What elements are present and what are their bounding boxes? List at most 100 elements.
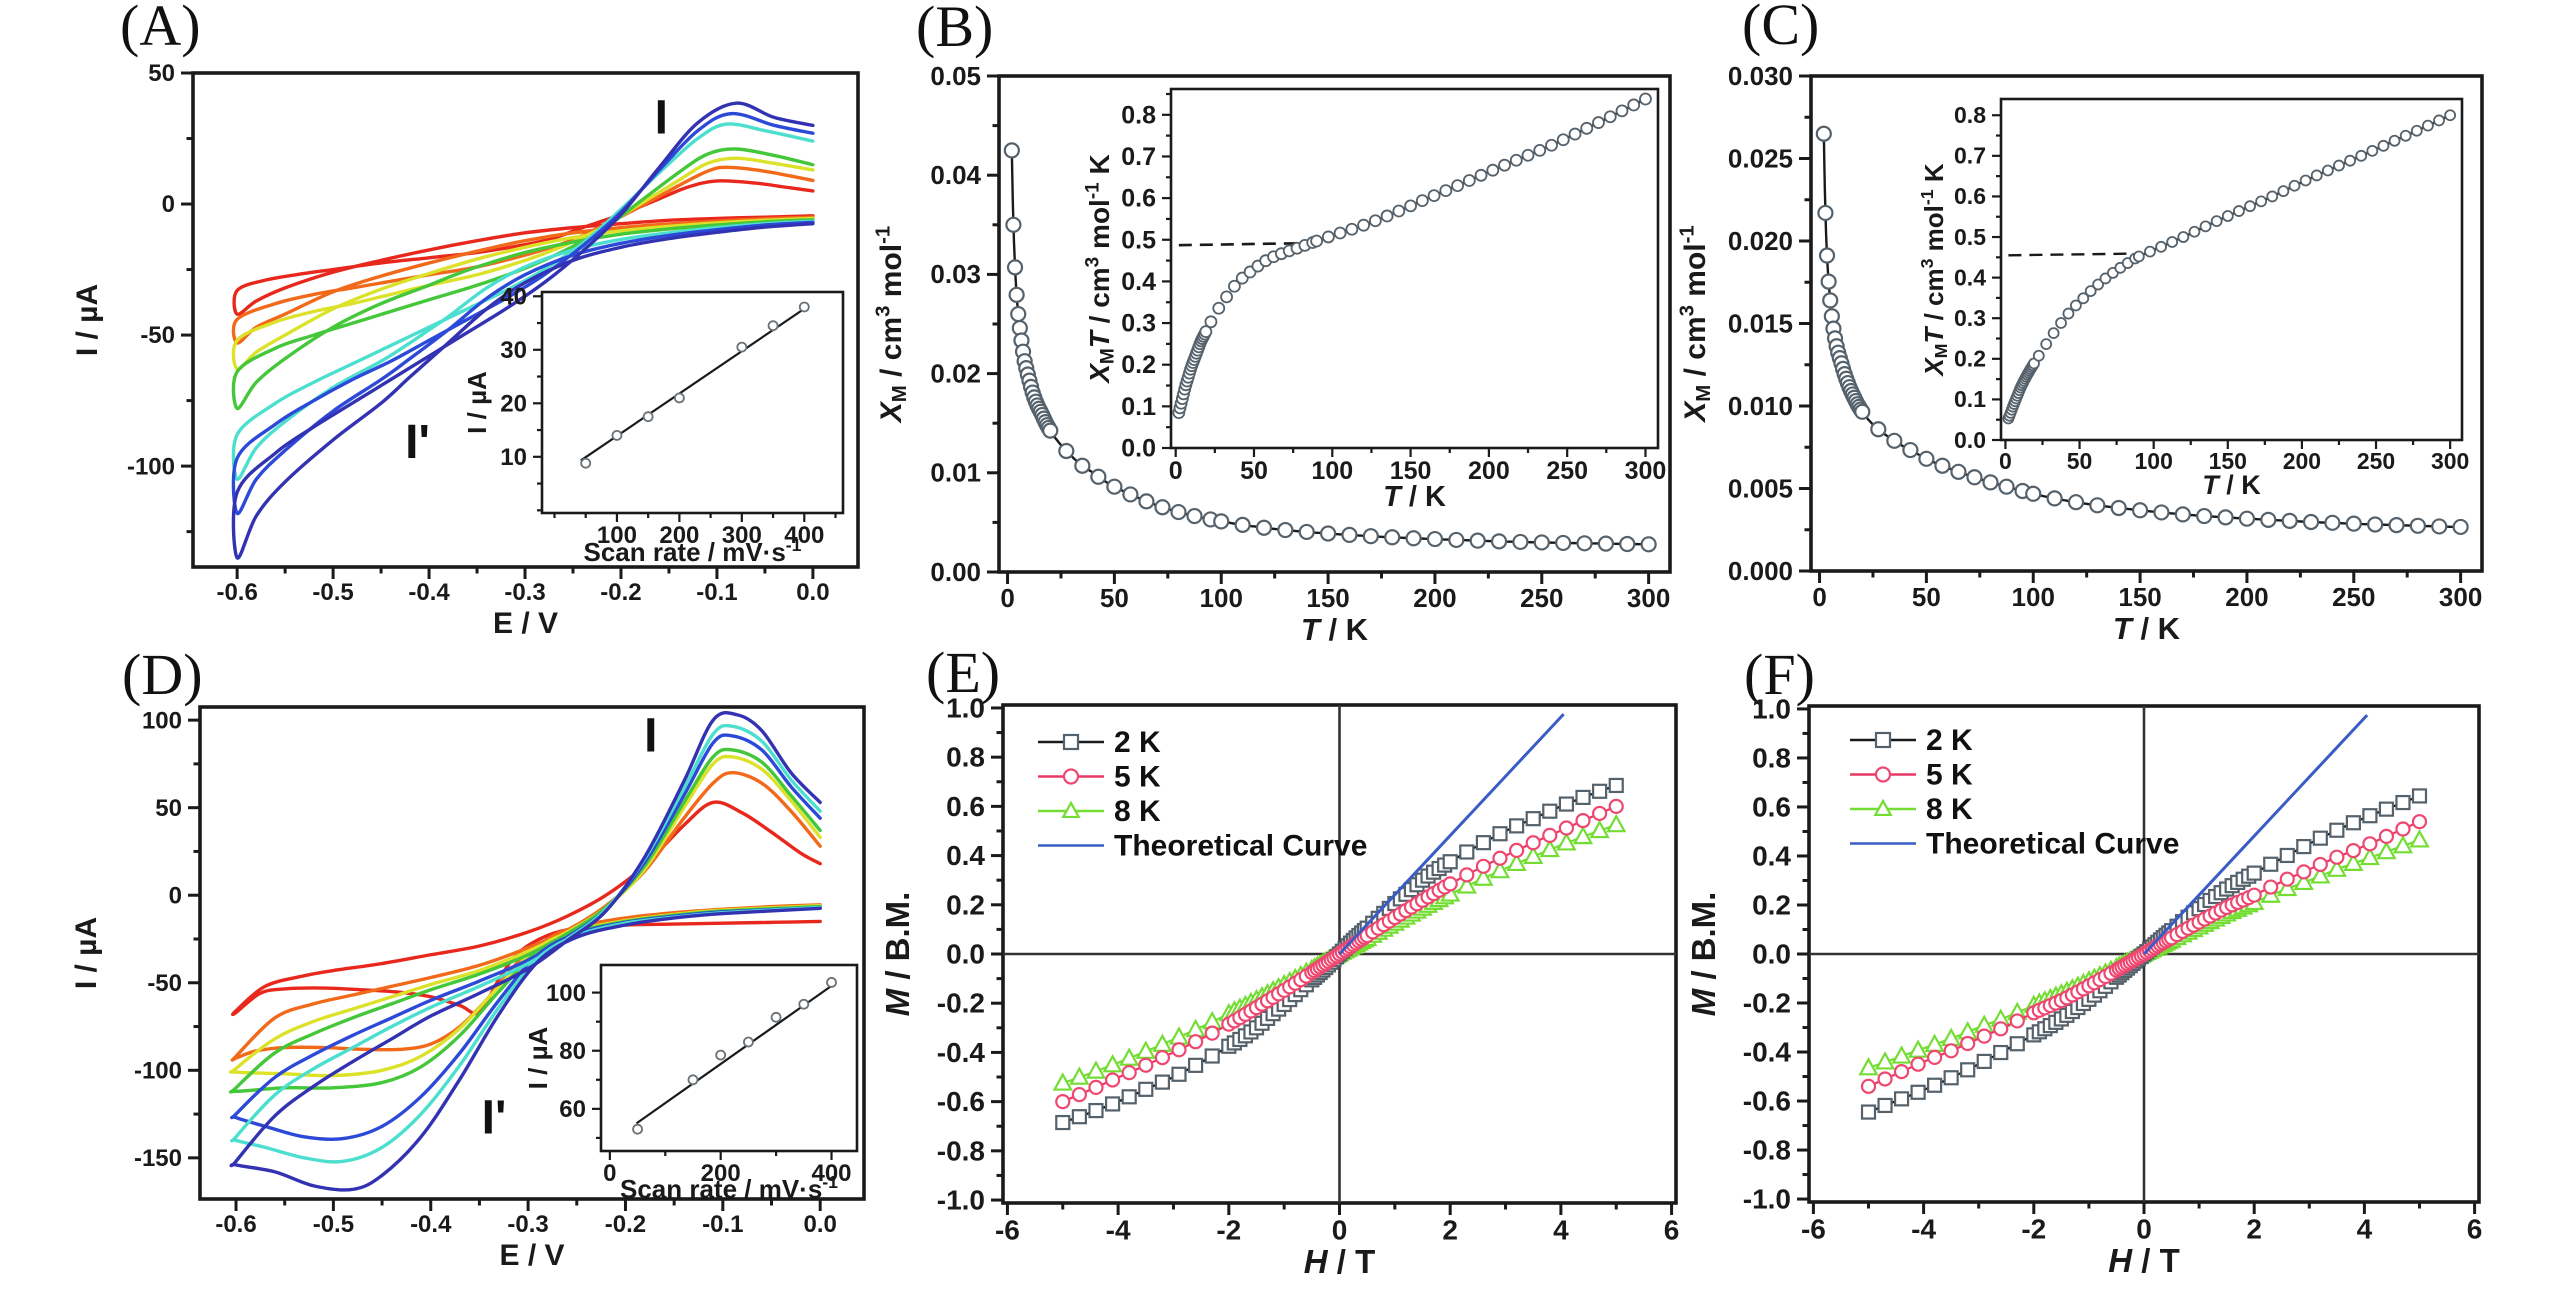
data-marker-square [1542,803,1558,819]
panel-c: (C) 0 50 100 150 200 250 300 0.000 0.005 0.010 0.01… [1677,0,2567,657]
data-marker-triangle [1473,867,1494,886]
y-tick-label: 0.5 [1954,224,1986,250]
data-marker-triangle [1523,845,1544,865]
data-marker-circle [2422,119,2434,132]
data-marker-circle [2362,836,2378,852]
data-marker-circle [1234,516,1251,533]
data-marker-circle [1474,168,1488,182]
data-marker-circle [1071,1086,1087,1103]
y-tick-label: -1.0 [937,1185,985,1216]
data-marker-triangle [1152,1033,1173,1052]
data-marker-circle [1368,214,1382,228]
data-marker-circle [1870,421,1887,438]
data-marker-circle [687,1074,699,1086]
inset-plot-border [540,290,845,515]
panel-c-canvas: (C)0 50 100 150 200 250 3000.0000.0050.0100.01… [1677,0,2484,646]
data-marker-circle [2310,169,2323,182]
y-tick-label: 10 [500,444,527,471]
x-tick-label: 400 [811,1160,851,1187]
data-marker-circle [2344,154,2356,167]
y-tick-label: 0.4 [1954,264,1986,290]
panel-f-series [1858,714,2430,1120]
data-marker-circle [1138,493,1155,510]
data-marker-circle [2188,225,2201,238]
data-marker-circle [2196,507,2213,525]
y-tick-label: -100 [127,453,175,480]
inset-background [2001,99,2462,440]
x-tick-label: 100 [1200,583,1243,613]
data-marker-circle [1415,194,1429,208]
data-marker-square [1860,1104,1877,1120]
data-marker-circle [1154,1050,1170,1066]
data-marker-square [2246,865,2262,881]
data-marker-circle [1204,1025,1220,1041]
x-tick-label: 50 [2067,448,2093,474]
y-tick-label: -1.0 [1743,1184,1791,1215]
x-tick-label: 50 [1912,582,1941,612]
panel-e-series [1052,713,1627,1131]
y-tick-label: 0.4 [1752,840,1791,871]
data-marker-circle [826,977,837,988]
data-marker-circle [1934,457,1951,474]
data-marker-circle [2155,240,2167,253]
data-marker-triangle [1185,1018,1206,1038]
y-tick-label: 80 [559,1038,586,1065]
data-marker-circle [1893,1064,1910,1080]
data-marker-circle [1525,835,1541,851]
x-tick-label: -2 [2021,1214,2046,1245]
data-marker-square [1960,1062,1976,1078]
x-tick-label: 200 [701,1160,741,1187]
cv-curve-100 [231,165,815,345]
data-marker-circle [2092,278,2104,291]
data-marker-triangle [1085,1060,1107,1079]
data-marker-circle [2040,338,2053,351]
x-tick-label: 100 [2012,582,2055,612]
data-marker-circle [1993,1021,2009,1037]
data-marker-circle [2312,856,2328,873]
x-tick-label: 150 [2118,582,2161,612]
data-marker-circle [1439,184,1453,198]
x-tick-label: 150 [1390,457,1432,485]
x-tick-label: 300 [2439,582,2482,612]
data-marker-circle [2009,1013,2025,1029]
inset-y-axis-title: XMT / cm3 mol-1 K [1917,163,1951,377]
data-marker-circle [1121,1065,1137,1081]
data-marker-circle [1357,218,1371,232]
data-marker-circle [2144,245,2156,258]
data-marker-circle [2084,285,2097,298]
x-axis-title: E / V [499,1239,564,1272]
data-marker-circle [798,301,810,313]
y-axis-title: XM / cm3 mol-1 [1677,225,1715,424]
data-marker-circle [2388,517,2405,534]
data-marker-circle [1442,876,1458,892]
x-tick-label: -0.5 [312,579,353,606]
y-tick-label: -150 [134,1145,182,1172]
panel-b: (B) 0 50 100 150 200 250 300 0.00 0.01 0.02 0.03 0.0… [873,0,1760,657]
y-tick-label: -0.2 [1743,988,1791,1019]
data-marker-circle [1298,523,1315,541]
data-marker-circle [1860,1078,1877,1094]
panel-c-plot: 0 50 100 150 200 250 300 0.000 0.005 0.010 0.015 0.… [1677,61,2484,646]
data-marker-square [1171,1066,1187,1082]
data-marker-circle [1170,503,1187,521]
data-marker-circle [2177,231,2190,243]
plot-border [997,74,1672,574]
peak-annotation: I [644,710,657,763]
data-marker-circle [2233,205,2245,217]
data-marker-circle [2296,864,2312,880]
data-marker-square [1062,733,1080,751]
y-tick-label: 100 [546,980,586,1007]
y-tick-label: 0.02 [930,358,981,388]
x-tick-label: 100 [597,522,637,549]
data-marker-circle [1490,533,1508,550]
data-marker-circle [1310,234,1324,248]
data-marker-square [1442,854,1458,870]
x-tick-label: 250 [2357,448,2395,474]
y-tick-label: 0.05 [930,61,981,91]
y-tick-label: 0.030 [1728,61,1793,91]
data-marker-circle [2110,499,2127,517]
data-marker-circle [1817,204,1834,222]
data-marker-circle [1910,1056,1926,1072]
x-tick-label: -6 [1801,1214,1826,1245]
